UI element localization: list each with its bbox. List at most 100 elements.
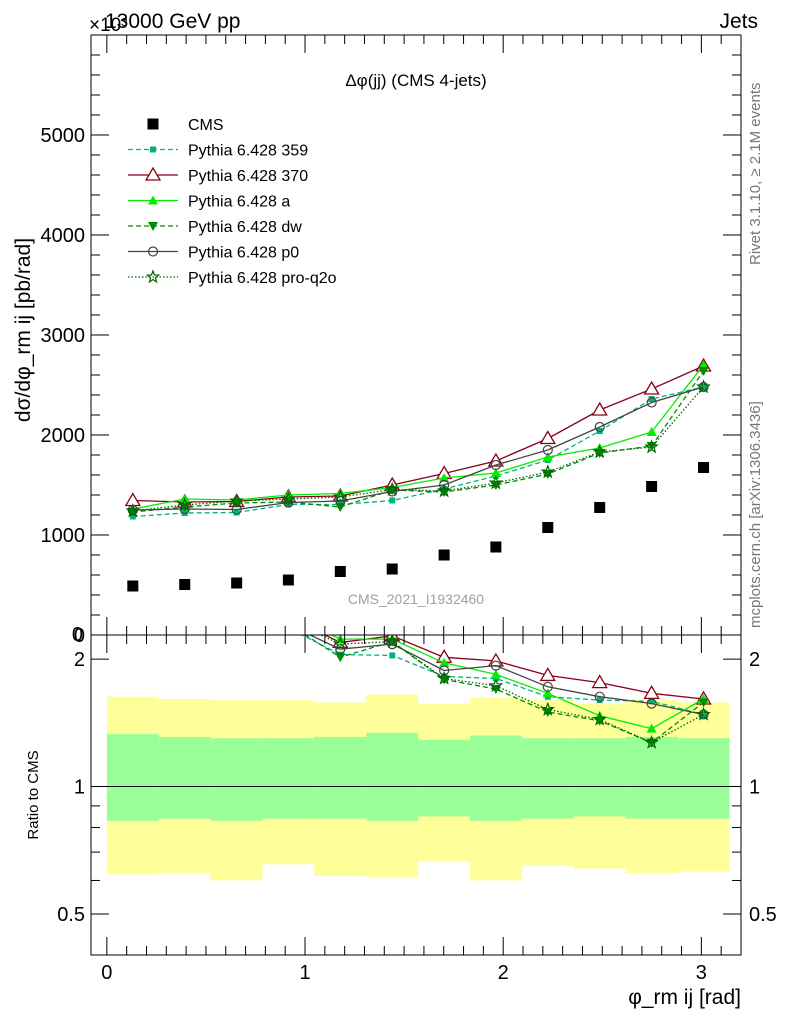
ratio-series-point — [488, 678, 504, 692]
cms-data-point — [646, 481, 658, 492]
main-series-point — [488, 475, 504, 490]
ratio-series-point — [128, 613, 138, 622]
ratio-series-point — [700, 711, 707, 718]
ratio-series-line — [304, 635, 704, 744]
main-series-point — [387, 486, 398, 495]
ratio-series-point — [490, 669, 501, 679]
ratio-series-point — [231, 606, 243, 617]
legend-marker — [145, 269, 161, 284]
exponent-label: ×10³ — [89, 15, 128, 36]
cms-data-point — [542, 522, 554, 533]
main-series-point — [592, 444, 608, 459]
inner-band-bin — [573, 738, 626, 817]
tick-label: 2 — [749, 649, 760, 671]
ratio-series-point — [436, 670, 452, 685]
main-series-point — [389, 497, 396, 504]
main-series-point — [281, 491, 296, 506]
ratio-series-point — [232, 606, 242, 615]
ratio-series-point — [646, 698, 657, 709]
ratio-series-point — [539, 667, 556, 682]
inner-band-bin — [262, 738, 315, 819]
cms-data-point — [127, 580, 139, 592]
ratio-series-point — [130, 621, 136, 627]
header-energy-label: 13000 GeV pp — [105, 10, 240, 33]
ratio-series-point — [180, 612, 190, 621]
tick-label: 2 — [74, 649, 85, 671]
rivet-version-label: Rivet 3.1.10, ≥ 2.1M events — [747, 83, 764, 266]
main-series-line — [132, 364, 705, 510]
main-series-point — [439, 479, 450, 491]
ratio-series-line — [330, 635, 704, 730]
main-series-point — [644, 439, 659, 454]
tick-label: 4000 — [41, 225, 86, 247]
ratio-series-point — [696, 706, 711, 721]
header-jets-label: Jets — [719, 10, 758, 33]
main-series-point — [490, 459, 501, 471]
cms-data-point — [594, 502, 606, 513]
main-series-point — [594, 421, 605, 433]
main-series-point — [698, 360, 709, 369]
tick-label: 5000 — [41, 125, 86, 147]
main-series-line — [132, 365, 704, 503]
main-series-point — [490, 468, 501, 477]
main-series-line — [132, 370, 705, 513]
inner-band-bin — [418, 739, 471, 817]
ratio-series-point — [698, 698, 709, 708]
ratio-series-point — [384, 635, 400, 648]
ratio-series-point — [389, 652, 396, 659]
legend-label: CMS — [188, 117, 224, 134]
ratio-mc-curves — [127, 606, 712, 749]
main-series-point — [231, 504, 242, 515]
ratio-series-point — [542, 688, 553, 698]
ratio-series-point — [439, 657, 450, 667]
ratio-series-point — [490, 660, 501, 671]
ratio-series-point — [180, 614, 189, 623]
main-series-point — [646, 397, 657, 408]
ratio-y-axis-title: Ratio to CMS — [25, 750, 42, 839]
main-series-point — [700, 384, 707, 390]
main-series-point — [542, 452, 553, 461]
ratio-series-point — [335, 653, 346, 663]
ratio-series-line — [318, 635, 704, 744]
legend-label: Pythia 6.428 pro-q2o — [188, 270, 337, 287]
ratio-series-point — [285, 625, 291, 631]
legend-label: Pythia 6.428 359 — [188, 143, 308, 160]
ratio-series-line — [323, 635, 704, 700]
tick-label: 2 — [498, 962, 509, 984]
ratio-series-point — [283, 614, 294, 625]
ratio-series-point — [594, 691, 605, 702]
main-series-point — [179, 503, 190, 515]
tick-label: 0.5 — [57, 904, 85, 926]
ratio-series-point — [646, 723, 657, 733]
cms-data-point — [282, 574, 294, 586]
ratio-series-point — [283, 609, 293, 618]
legend-label: Pythia 6.428 dw — [188, 219, 302, 236]
ratio-series-point — [127, 610, 138, 621]
tick-label: 2000 — [41, 425, 86, 447]
tick-label: 3000 — [41, 325, 86, 347]
ratio-series-point — [128, 610, 137, 619]
ratio-series-point — [542, 681, 553, 692]
legend-marker — [148, 222, 158, 231]
ratio-series-point — [281, 610, 295, 622]
main-series-point — [335, 495, 346, 507]
cms-data-point — [698, 462, 710, 473]
legend-marker — [144, 166, 162, 181]
ratio-series-point — [128, 608, 138, 617]
main-series-point — [125, 503, 141, 518]
main-series-point — [384, 481, 400, 496]
mcplots-label: mcplots.cern.ch [arXiv:1306.3436] — [747, 401, 764, 628]
tick-label: 0 — [72, 624, 83, 646]
axis-ticks — [91, 34, 742, 956]
ratio-series-point — [594, 716, 605, 726]
inner-band-bin — [625, 736, 678, 819]
main-series-point — [539, 430, 556, 445]
main-series-point — [646, 427, 657, 436]
ratio-series-point — [179, 607, 190, 618]
ratio-series-point — [230, 606, 244, 618]
legend-label: Pythia 6.428 370 — [188, 168, 308, 185]
cms-data-point — [231, 577, 243, 589]
ratio-series-point — [648, 698, 655, 705]
legend-marker — [147, 118, 159, 130]
